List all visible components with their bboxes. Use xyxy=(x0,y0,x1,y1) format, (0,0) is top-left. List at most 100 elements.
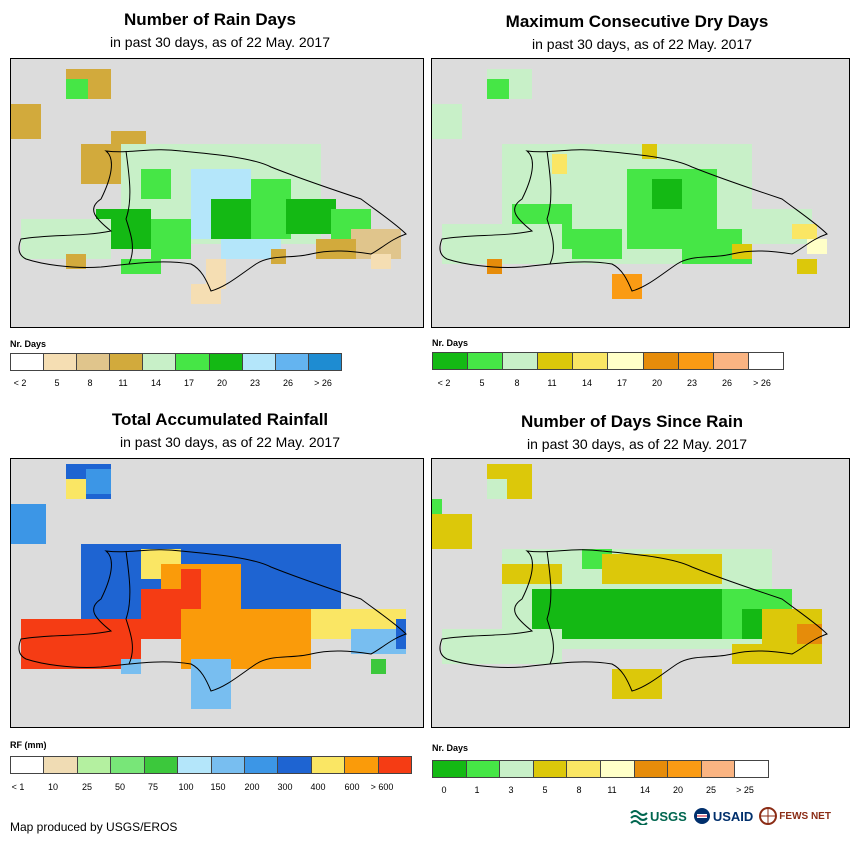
legend-label: 11 xyxy=(118,378,128,388)
rain-days-map[interactable] xyxy=(10,58,424,328)
legend-swatch xyxy=(573,353,609,369)
fewsnet-logo[interactable]: FEWS NET xyxy=(759,807,831,825)
legend-title: Nr. Days xyxy=(432,743,469,753)
legend-swatch xyxy=(643,353,679,369)
legend-title: Nr. Days xyxy=(432,338,469,348)
legend-label: 50 xyxy=(114,782,126,792)
dry-days-map[interactable] xyxy=(431,58,850,328)
usaid-seal-icon xyxy=(693,808,710,824)
panel-rainfall: Total Accumulated Rainfall in past 30 da… xyxy=(0,400,427,800)
border-line xyxy=(125,150,133,265)
legend-label: 5 xyxy=(479,378,485,388)
legend-label: 150 xyxy=(210,782,226,792)
usgs-wave-icon xyxy=(630,810,648,825)
legend-swatch xyxy=(143,354,177,370)
legend-label: 10 xyxy=(47,782,59,792)
border-line xyxy=(546,150,554,265)
legend-label: 11 xyxy=(547,378,557,388)
legend-label: 100 xyxy=(178,782,194,792)
legend-label: 5 xyxy=(54,378,60,388)
legend-label: > 26 xyxy=(314,378,332,388)
legend-label: 200 xyxy=(244,782,260,792)
legend-swatch xyxy=(500,761,534,777)
panel-days-since-rain: Number of Days Since Rain in past 30 day… xyxy=(427,400,854,800)
legend-swatch xyxy=(77,757,112,773)
days-since-rain-cells xyxy=(432,464,822,699)
legend-label: > 25 xyxy=(736,785,754,795)
legend-swatch xyxy=(278,757,312,773)
legend-swatch xyxy=(242,354,276,370)
legend-label: 26 xyxy=(282,378,294,388)
legend-title: RF (mm) xyxy=(10,740,47,750)
border-line xyxy=(546,550,554,665)
rainfall-cells xyxy=(11,464,406,709)
panel-subtitle: in past 30 days, as of 22 May. 2017 xyxy=(532,36,752,52)
days-since-rain-map[interactable] xyxy=(431,458,850,728)
legend-swatch xyxy=(701,761,736,777)
days-since-rain-map-svg xyxy=(432,464,828,699)
legend-swatch xyxy=(275,354,309,370)
legend-label: 14 xyxy=(150,378,162,388)
legend-label: 17 xyxy=(183,378,195,388)
legend-swatch xyxy=(608,353,644,369)
legend-bar xyxy=(432,760,769,778)
legend-label: 0 xyxy=(441,785,447,795)
legend-label: 75 xyxy=(147,782,159,792)
dry-days-cells xyxy=(432,69,827,299)
rainfall-map[interactable] xyxy=(10,458,424,728)
legend-swatch xyxy=(567,761,601,777)
legend-bar xyxy=(10,756,412,774)
legend-swatch xyxy=(433,761,467,777)
panel-title: Number of Rain Days xyxy=(124,10,296,29)
legend-swatch xyxy=(144,757,179,773)
legend-label: 5 xyxy=(542,785,548,795)
legend-swatch xyxy=(111,757,145,773)
legend-swatch xyxy=(433,353,469,369)
legend-label: 11 xyxy=(607,785,617,795)
legend-swatch xyxy=(466,761,501,777)
legend-label: 20 xyxy=(651,378,663,388)
legend-swatch xyxy=(678,353,714,369)
legend-swatch xyxy=(211,757,245,773)
legend-swatch xyxy=(77,354,111,370)
legend-swatch xyxy=(244,757,279,773)
logos: USGS USAID FEWS NET xyxy=(630,807,831,825)
legend-label: 14 xyxy=(639,785,651,795)
legend-label: 25 xyxy=(705,785,717,795)
legend-swatch xyxy=(748,353,783,369)
legend-label: 26 xyxy=(721,378,733,388)
hispaniola-outline xyxy=(439,149,828,292)
legend-label: 400 xyxy=(310,782,326,792)
usgs-logo[interactable]: USGS xyxy=(630,807,687,825)
usaid-logo[interactable]: USAID xyxy=(693,807,753,825)
legend-label: 20 xyxy=(672,785,684,795)
fewsnet-globe-icon xyxy=(759,807,778,825)
legend-swatch xyxy=(538,353,574,369)
panel-dry-days: Maximum Consecutive Dry Days in past 30 … xyxy=(427,0,854,400)
legend-swatch xyxy=(209,354,243,370)
rain-days-map-svg xyxy=(11,69,407,304)
legend-label: 23 xyxy=(249,378,261,388)
hispaniola-outline xyxy=(439,549,828,692)
panel-title: Maximum Consecutive Dry Days xyxy=(505,12,769,31)
legend-label: < 2 xyxy=(437,378,451,388)
legend-label: 3 xyxy=(508,785,514,795)
legend-swatch xyxy=(533,761,568,777)
legend-label: < 1 xyxy=(11,782,25,792)
legend-swatch xyxy=(503,353,539,369)
legend-swatch xyxy=(668,761,702,777)
legend-label: < 2 xyxy=(13,378,27,388)
legend-swatch xyxy=(311,757,346,773)
legend-title: Nr. Days xyxy=(10,339,47,349)
panel-title: Total Accumulated Rainfall xyxy=(111,410,329,429)
legend-label: 8 xyxy=(87,378,93,388)
dry-days-map-svg xyxy=(432,69,828,299)
border-line xyxy=(125,550,133,665)
legend-label: 8 xyxy=(514,378,520,388)
legend-swatch xyxy=(713,353,749,369)
panel-subtitle: in past 30 days, as of 22 May. 2017 xyxy=(120,434,340,450)
legend-label: 17 xyxy=(616,378,628,388)
legend-swatch xyxy=(468,353,504,369)
panel-subtitle: in past 30 days, as of 22 May. 2017 xyxy=(110,34,330,50)
legend-label: 25 xyxy=(81,782,93,792)
